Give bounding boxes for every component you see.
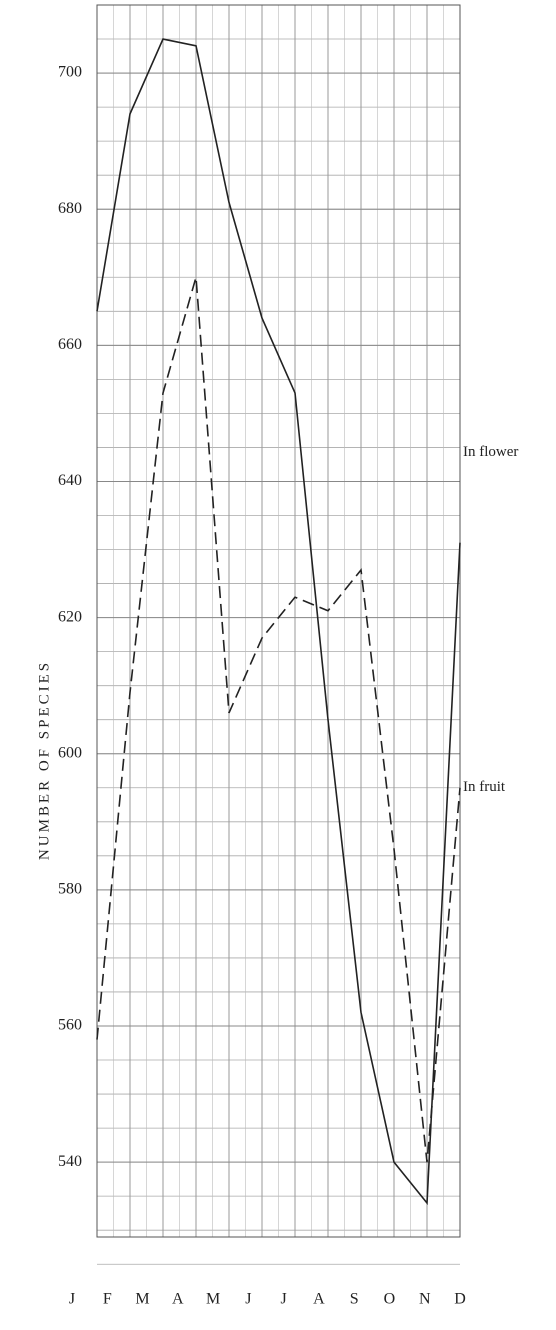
- x-tick-label: S: [350, 1291, 359, 1308]
- data-line: [96, 277, 461, 1163]
- x-tick-label: J: [245, 1291, 251, 1308]
- y-tick-label: 640: [58, 472, 82, 489]
- x-tick-label: D: [454, 1291, 466, 1308]
- x-tick-label: M: [206, 1291, 220, 1308]
- x-tick-label: M: [135, 1291, 149, 1308]
- x-tick-label: A: [172, 1291, 184, 1308]
- data-line: [96, 38, 461, 1206]
- y-axis-label: NUMBER OF SPECIES: [36, 660, 52, 860]
- x-tick-label: N: [419, 1291, 431, 1308]
- y-tick-label: 600: [58, 744, 82, 761]
- y-tick-label: 560: [58, 1017, 82, 1034]
- y-tick-label: 580: [58, 881, 82, 898]
- y-tick-label: 680: [58, 200, 82, 217]
- x-tick-label: J: [69, 1291, 75, 1308]
- x-tick-label: O: [384, 1291, 396, 1308]
- x-tick-label: A: [313, 1291, 325, 1308]
- series-label: In fruit: [463, 779, 506, 795]
- x-tick-label: F: [103, 1291, 112, 1308]
- y-tick-label: 540: [58, 1153, 82, 1170]
- y-tick-label: 620: [58, 608, 82, 625]
- x-tick-label: J: [281, 1291, 287, 1308]
- plot-frame: [96, 4, 461, 1238]
- y-tick-label: 700: [58, 64, 82, 81]
- series-label: In flower: [463, 444, 518, 460]
- y-tick-label: 660: [58, 336, 82, 353]
